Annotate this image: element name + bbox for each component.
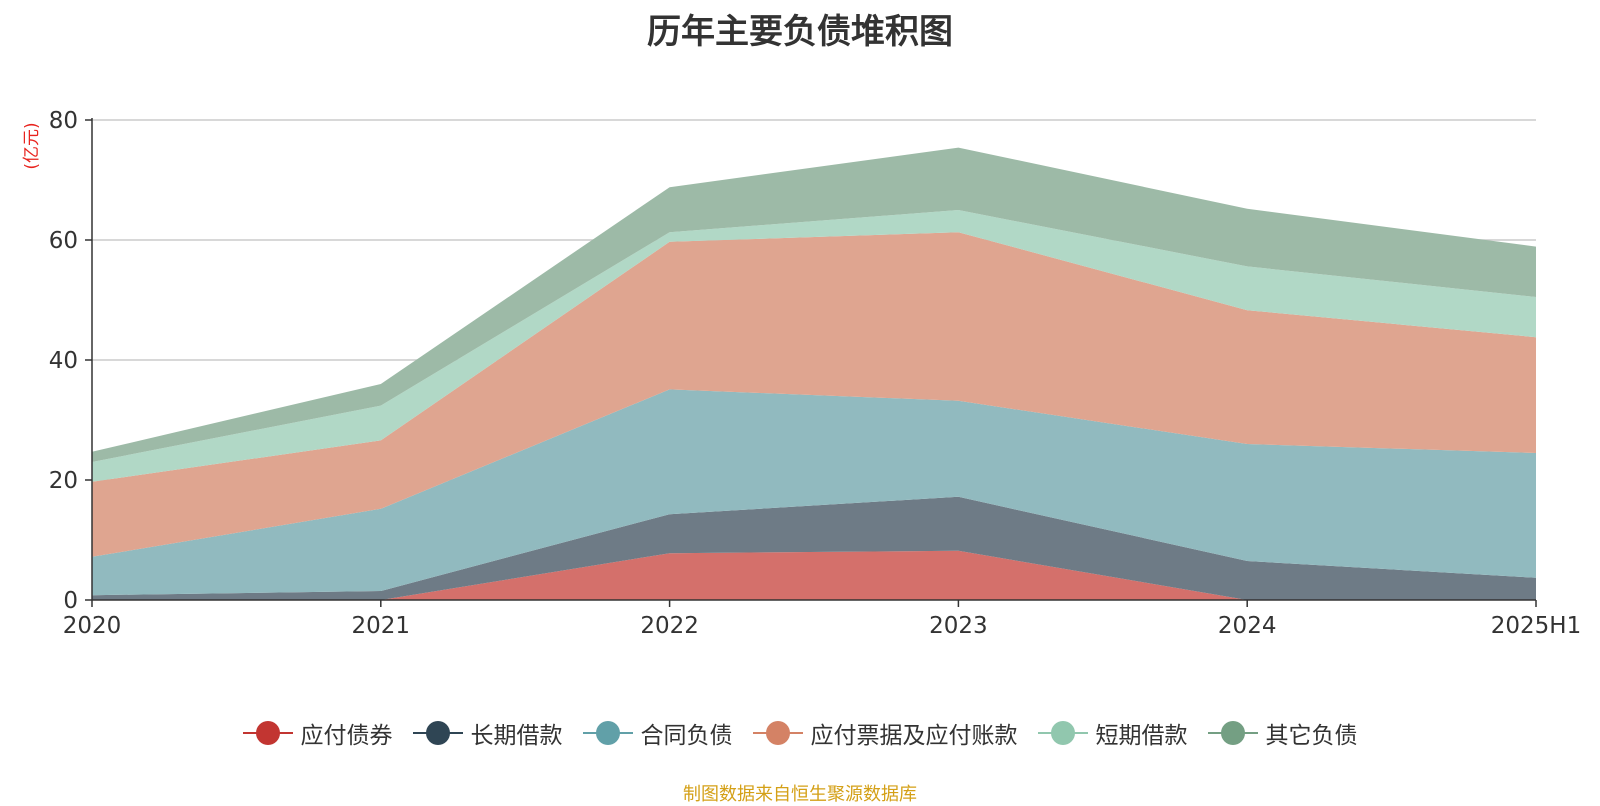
x-tick-label: 2024 — [1218, 613, 1277, 639]
legend-label: 长期借款 — [470, 723, 563, 749]
source-note: 制图数据来自恒生聚源数据库 — [683, 784, 917, 805]
axes: 0 20 40 60 80 2020 2021 2022 2023 2024 2025H1 — [49, 108, 1582, 639]
legend-swatch-icon — [242, 721, 293, 745]
area-series-4 — [92, 210, 1536, 482]
area-series-5 — [92, 147, 1536, 462]
y-tick-label: 80 — [49, 108, 78, 134]
legend: 应付债券 长期借款 合同负债 应付票据及应付账款 短期借款 其它负债 — [0, 716, 1600, 750]
legend-item-3[interactable]: 应付票据及应付账款 — [752, 716, 1018, 750]
area-series-layer — [92, 147, 1536, 600]
y-tick-label: 60 — [49, 228, 78, 254]
x-tick-label: 2023 — [929, 613, 988, 639]
legend-item-0[interactable]: 应付债券 — [242, 716, 393, 750]
chart-title: 历年主要负债堆积图 — [647, 12, 953, 52]
area-series-0 — [92, 550, 1536, 600]
y-unit-label: (亿元) — [22, 122, 42, 169]
legend-swatch-icon — [412, 721, 463, 745]
x-tick-label: 2025H1 — [1491, 613, 1581, 639]
legend-item-4[interactable]: 短期借款 — [1037, 716, 1188, 750]
legend-label: 应付债券 — [300, 723, 393, 749]
legend-item-1[interactable]: 长期借款 — [412, 716, 563, 750]
legend-label: 应付票据及应付账款 — [810, 723, 1018, 749]
legend-label: 其它负债 — [1265, 723, 1358, 749]
area-series-1 — [92, 496, 1536, 600]
legend-item-5[interactable]: 其它负债 — [1207, 716, 1358, 750]
area-series-2 — [92, 389, 1536, 596]
x-tick-label: 2020 — [63, 613, 122, 639]
legend-swatch-icon — [752, 721, 803, 745]
x-tick-label: 2021 — [352, 613, 411, 639]
legend-item-2[interactable]: 合同负债 — [582, 716, 733, 750]
legend-swatch-icon — [1037, 721, 1088, 745]
y-tick-label: 20 — [49, 468, 78, 494]
legend-label: 短期借款 — [1095, 723, 1188, 749]
y-tick-label: 0 — [63, 588, 78, 614]
legend-swatch-icon — [582, 721, 633, 745]
legend-label: 合同负债 — [640, 723, 733, 749]
x-tick-label: 2022 — [640, 613, 699, 639]
legend-swatch-icon — [1207, 721, 1258, 745]
y-tick-label: 40 — [49, 348, 78, 374]
area-series-3 — [92, 232, 1536, 557]
